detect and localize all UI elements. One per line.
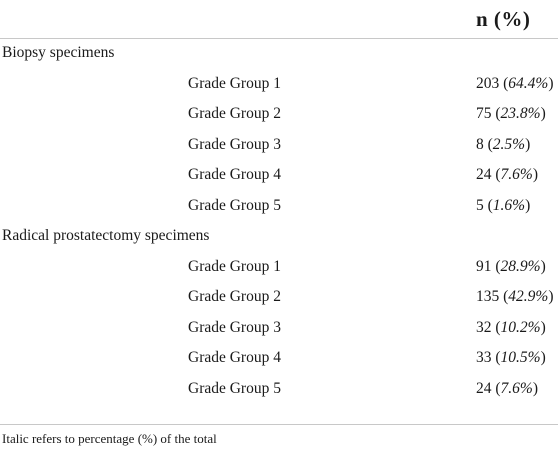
table-footnote: Italic refers to percentage (%) of the t… [0,424,558,452]
row-value: 5 (1.6%) [476,196,531,214]
count-value: 24 [476,379,492,397]
row-label: Grade Group 5 [188,196,281,214]
count-value: 5 [476,196,484,214]
section-row-biopsy: Biopsy specimens [0,39,558,70]
percent-value: 23.8% [500,105,541,122]
table-row: Grade Group 4 33 (10.5%) [0,344,558,375]
row-label: Grade Group 3 [188,135,281,153]
count-value: 203 [476,74,500,92]
percent-value: 42.9% [508,288,549,305]
row-label: Grade Group 1 [188,74,281,92]
percent-value: 2.5% [492,135,526,153]
section-row-radical-prostatectomy: Radical prostatectomy specimens [0,222,558,253]
count-value: 75 [476,105,492,122]
row-value: 135 (42.9%) [476,288,554,305]
section-label: Biopsy specimens [2,44,115,61]
table-row: Grade Group 1 91 (28.9%) [0,253,558,284]
row-label: Grade Group 1 [188,257,281,275]
percent-value: 64.4% [508,74,549,92]
count-value: 8 [476,135,484,153]
row-value: 24 (7.6%) [476,166,539,183]
table-row: Grade Group 5 24 (7.6%) [0,375,558,406]
table-row: Grade Group 4 24 (7.6%) [0,161,558,192]
count-value: 32 [476,318,492,336]
table-row: Grade Group 3 32 (10.2%) [0,314,558,345]
percent-value: 7.6% [500,166,533,183]
row-label: Grade Group 4 [188,166,281,183]
section-label: Radical prostatectomy specimens [2,227,210,244]
row-label: Grade Group 2 [188,288,281,305]
table-row: Grade Group 2 135 (42.9%) [0,283,558,314]
row-label: Grade Group 2 [188,105,281,122]
row-value: 8 (2.5%) [476,135,531,153]
percent-value: 7.6% [500,379,533,397]
percent-value: 1.6% [492,196,526,214]
count-value: 91 [476,257,492,275]
column-header-n-percent: n (%) [476,7,531,31]
row-label: Grade Group 3 [188,318,281,336]
row-label: Grade Group 4 [188,349,281,366]
table-row: Grade Group 3 8 (2.5%) [0,131,558,162]
table-row: Grade Group 1 203 (64.4%) [0,70,558,101]
table-row: Grade Group 2 75 (23.8%) [0,100,558,131]
percent-value: 10.2% [500,318,541,336]
percent-value: 10.5% [500,349,541,366]
row-value: 203 (64.4%) [476,74,554,92]
data-table: n (%) Biopsy specimens Grade Group 1 203… [0,0,558,406]
row-value: 33 (10.5%) [476,349,546,366]
table-row: Grade Group 5 5 (1.6%) [0,192,558,223]
count-value: 135 [476,288,500,305]
footnote-text: Italic refers to percentage (%) of the t… [2,431,217,446]
count-value: 24 [476,166,492,183]
row-label: Grade Group 5 [188,379,281,397]
row-value: 91 (28.9%) [476,257,546,275]
percent-value: 28.9% [500,257,541,275]
row-value: 32 (10.2%) [476,318,546,336]
count-value: 33 [476,349,492,366]
table-header: n (%) [0,0,558,39]
row-value: 24 (7.6%) [476,379,539,397]
row-value: 75 (23.8%) [476,105,546,122]
